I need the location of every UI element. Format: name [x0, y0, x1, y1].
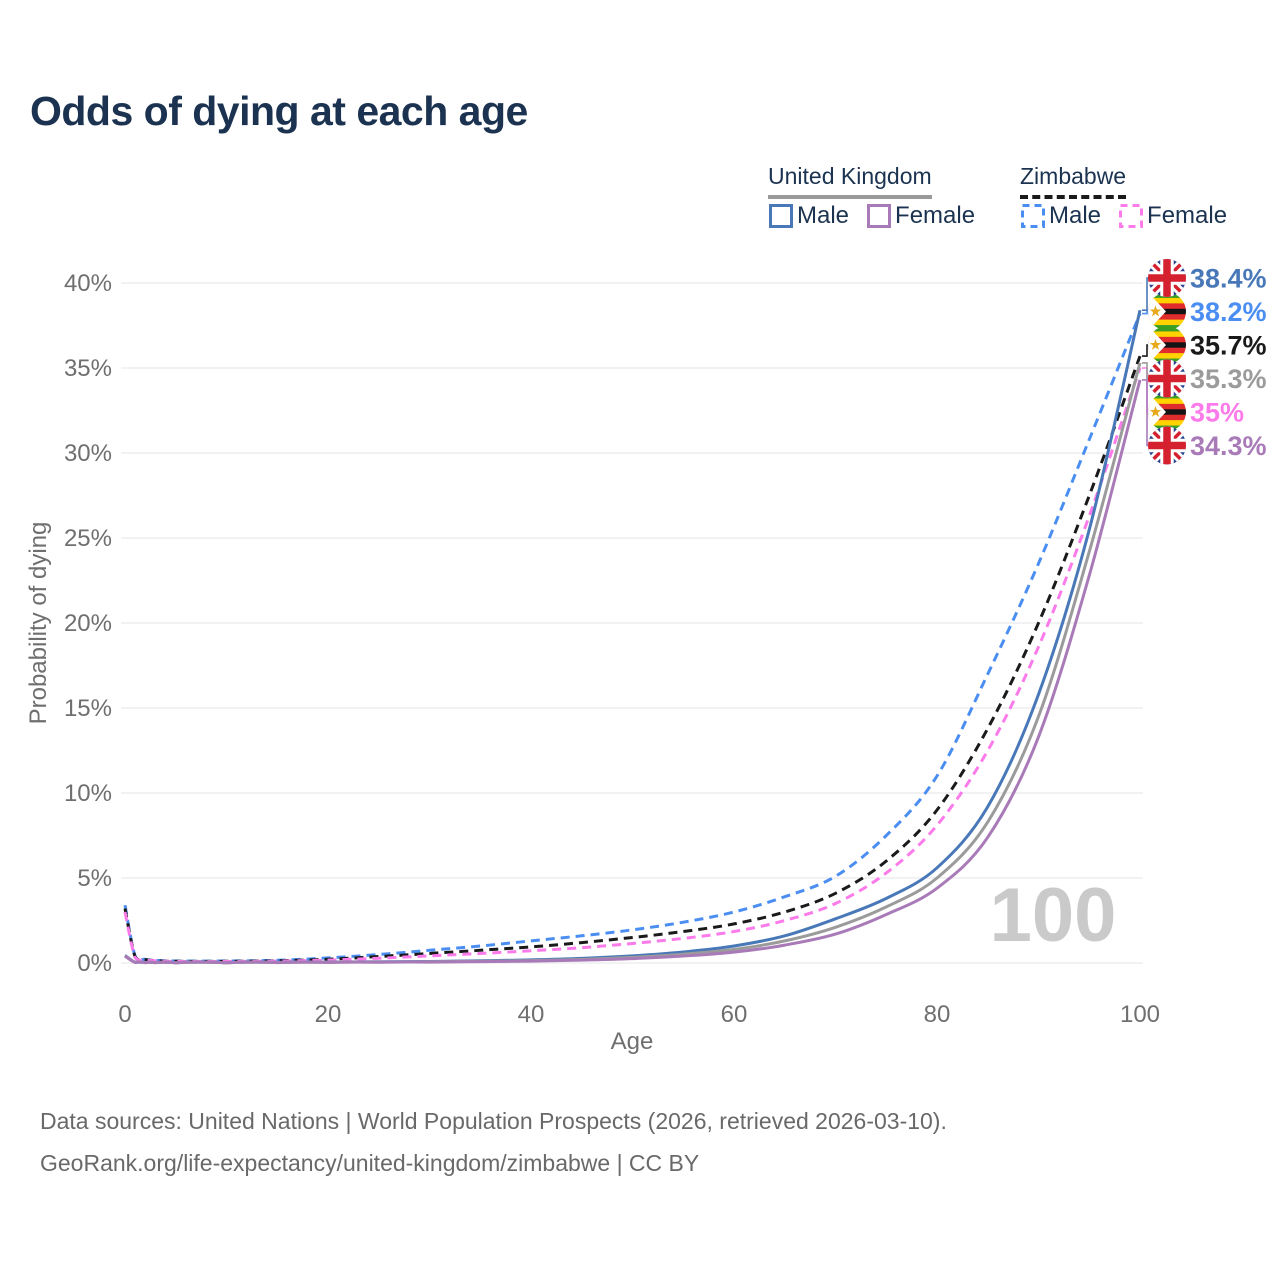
legend-item-label: Male [1049, 202, 1102, 229]
zw-male-swatch-icon[interactable] [1020, 203, 1046, 229]
y-tick-label: 10% [64, 780, 112, 807]
legend-group-zimbabwe: Zimbabwe [1020, 163, 1127, 199]
zimbabwe-flag-icon [1148, 393, 1186, 431]
x-axis-labels: 0 20 40 60 80 100 [118, 1001, 1160, 1028]
uk-female-swatch-icon[interactable] [866, 203, 892, 229]
legend-item-uk-female[interactable]: Female [866, 202, 975, 230]
series-line-zimbabwe-male [123, 313, 1142, 963]
x-tick-label: 20 [315, 1001, 342, 1028]
x-tick-label: 80 [924, 1001, 951, 1028]
zw-female-swatch-icon[interactable] [1118, 203, 1144, 229]
series-line-united-kingdom-female [124, 379, 1142, 965]
y-tick-label: 30% [64, 440, 112, 467]
uk-male-swatch-icon[interactable] [768, 203, 794, 229]
y-tick-label: 5% [77, 865, 112, 892]
united-kingdom-flag-icon [1148, 359, 1186, 398]
series-line-zimbabwe-female [123, 367, 1142, 964]
end-labels: 38.2% 35.7% 35% 38.4% 35.3% 34.3% [1142, 259, 1267, 465]
y-tick-label: 25% [64, 525, 112, 552]
y-tick-label: 0% [77, 950, 112, 977]
legend-item-label: Female [1147, 202, 1228, 229]
legend-items-zimbabwe: Male Female [1020, 202, 1227, 230]
end-label-value-zimbabwe-total: 35.7% [1190, 331, 1267, 361]
united-kingdom-flag-icon [1148, 426, 1186, 465]
x-tick-label: 0 [118, 1001, 131, 1028]
end-label-value-zimbabwe-male: 38.2% [1190, 297, 1267, 327]
x-tick-label: 60 [721, 1001, 748, 1028]
end-label-value-united-kingdom-male: 38.4% [1190, 264, 1267, 294]
legend-item-uk-male[interactable]: Male [768, 202, 849, 230]
gridlines [121, 282, 1143, 964]
footer-data-sources: Data sources: United Nations | World Pop… [40, 1108, 947, 1134]
y-tick-label: 40% [64, 270, 112, 297]
series-lines [123, 309, 1142, 965]
page-title: Odds of dying at each age [30, 88, 528, 134]
end-label-value-united-kingdom-female: 34.3% [1190, 431, 1267, 461]
legend-item-zw-female[interactable]: Female [1118, 202, 1227, 230]
end-label-value-united-kingdom-total: 35.3% [1190, 364, 1267, 394]
y-tick-label: 35% [64, 355, 112, 382]
footer-attribution: GeoRank.org/life-expectancy/united-kingd… [40, 1150, 700, 1176]
x-axis-title: Age [611, 1028, 654, 1055]
end-label-value-zimbabwe-female: 35% [1190, 398, 1244, 428]
x-tick-label: 100 [1120, 1001, 1160, 1028]
legend-header-united-kingdom: United Kingdom [768, 163, 932, 199]
zimbabwe-flag-icon [1148, 326, 1186, 364]
x-tick-label: 40 [518, 1001, 545, 1028]
legend-group-united-kingdom: United Kingdom [768, 163, 932, 199]
y-axis-labels: 0% 5% 10% 15% 20% 25% 30% 35% 40% [64, 270, 112, 977]
series-line-zimbabwe-total [123, 355, 1142, 963]
united-kingdom-flag-icon [1148, 259, 1186, 297]
legend-item-zw-male[interactable]: Male [1020, 202, 1101, 230]
legend-item-label: Male [797, 202, 850, 229]
legend-item-label: Female [895, 202, 976, 229]
zimbabwe-flag-icon [1148, 292, 1186, 331]
y-tick-label: 15% [64, 695, 112, 722]
watermark: 100 [990, 873, 1117, 958]
legend-items-united-kingdom: Male Female [768, 202, 975, 230]
series-line-united-kingdom-male [124, 309, 1142, 965]
legend-header-zimbabwe: Zimbabwe [1020, 163, 1127, 199]
y-tick-label: 20% [64, 610, 112, 637]
y-axis-title: Probability of dying [25, 522, 52, 725]
